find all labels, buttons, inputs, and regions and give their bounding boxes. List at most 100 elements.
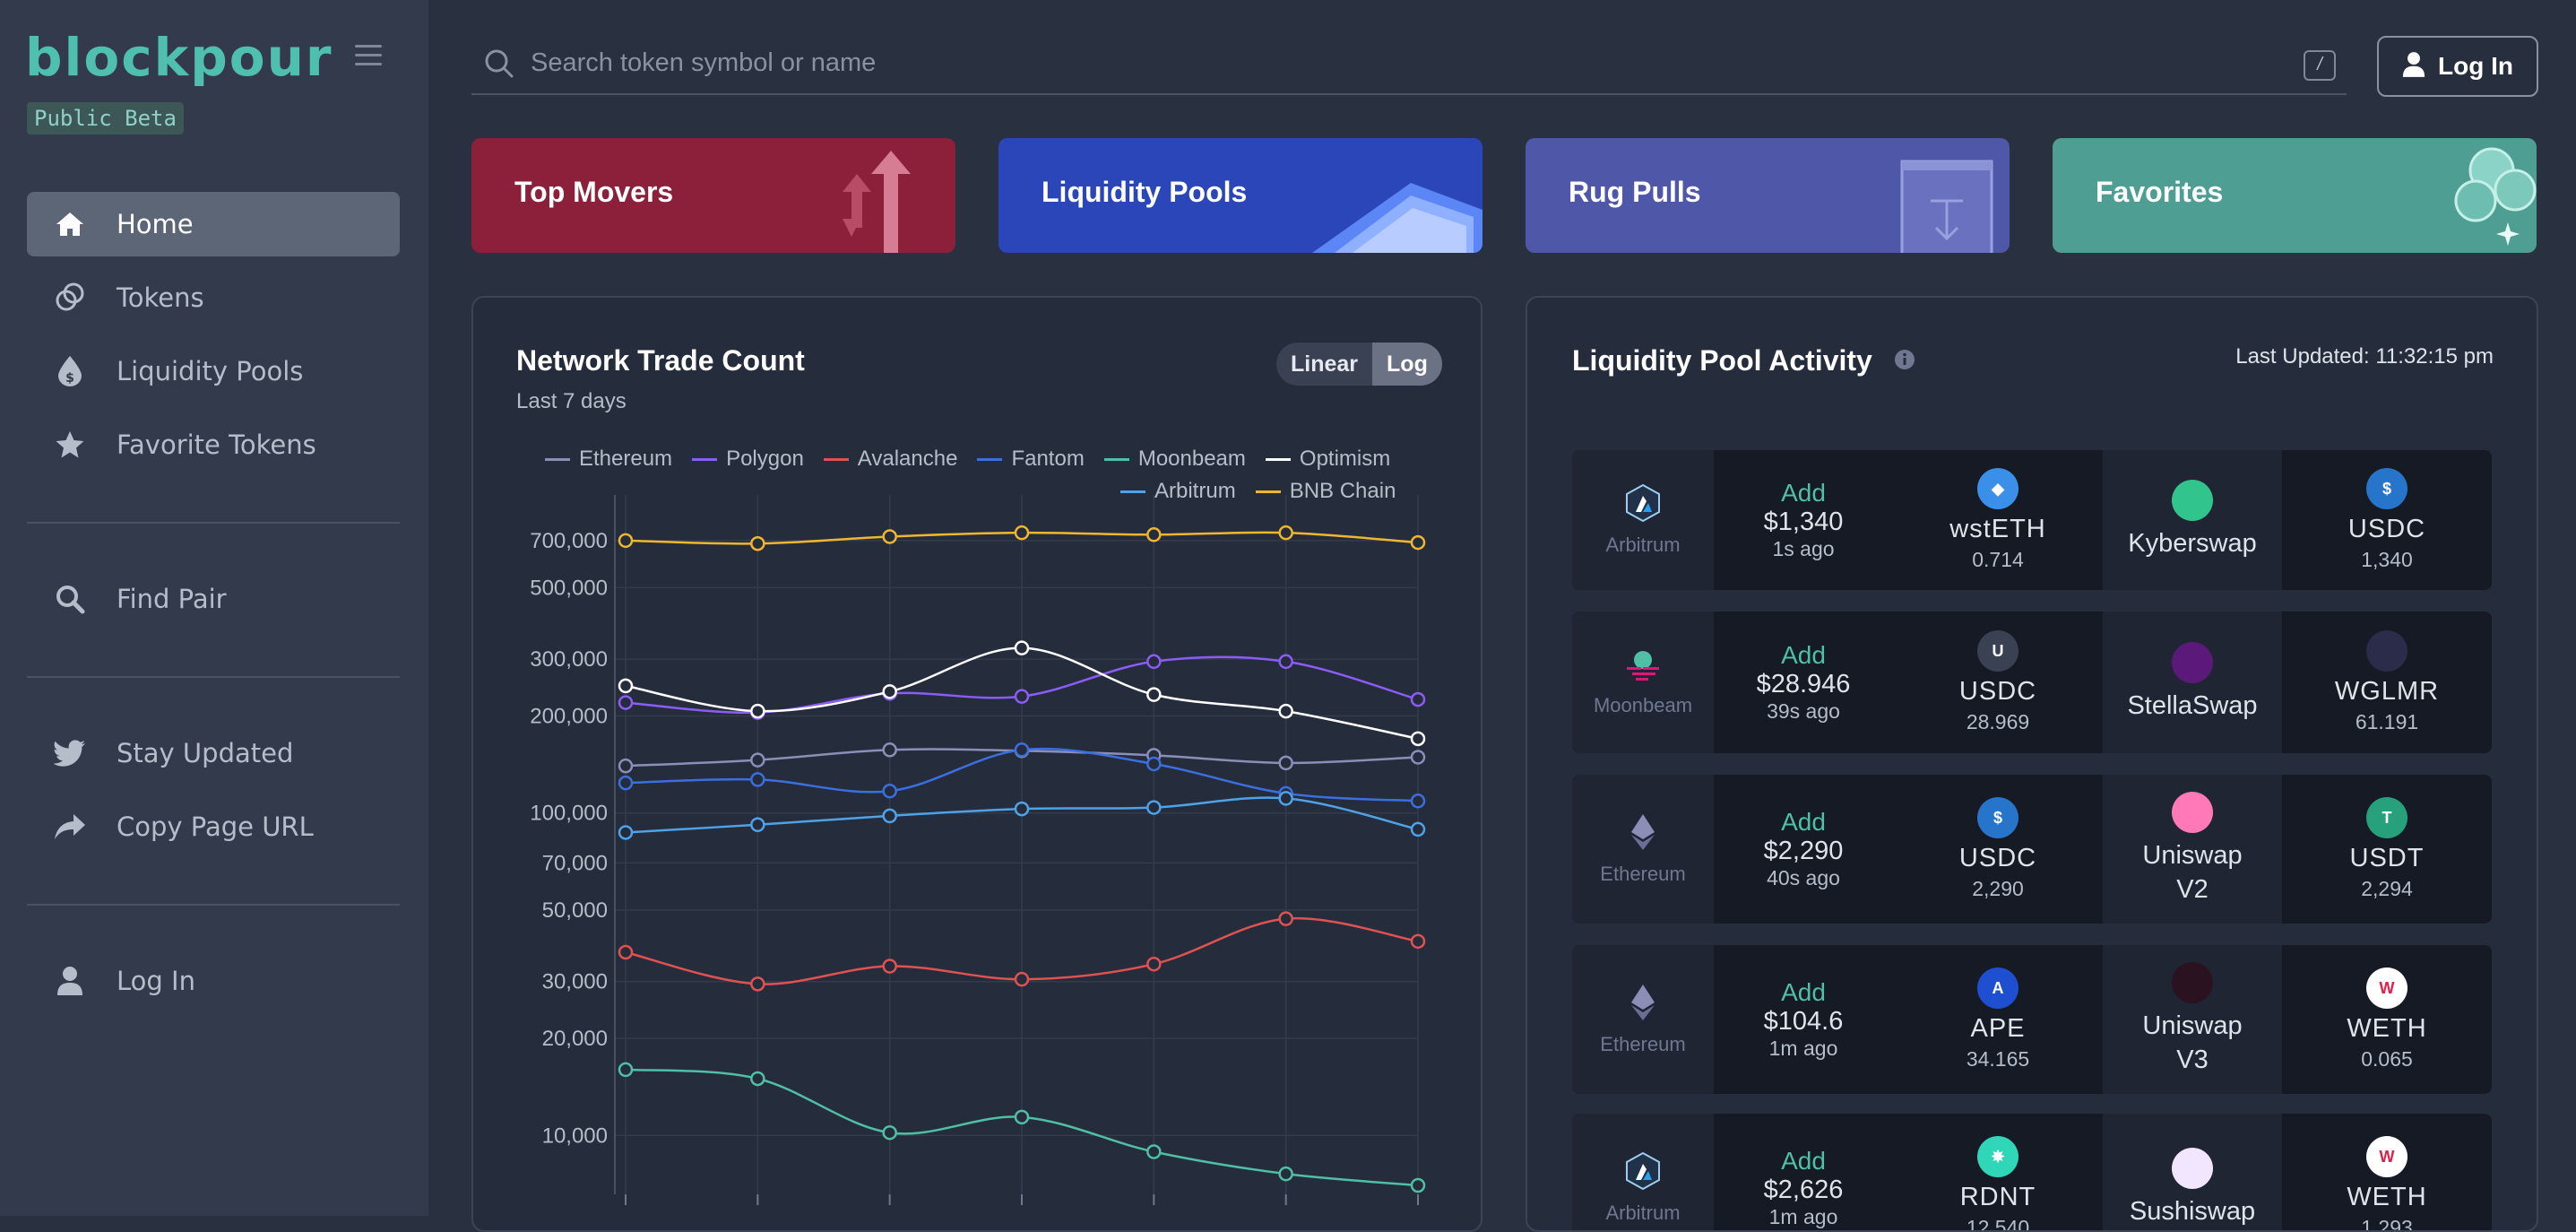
data-point (618, 533, 634, 549)
data-point (750, 772, 765, 787)
up-arrows-icon (843, 151, 911, 253)
activity-row[interactable]: Arbitrum Add $1,340 1s ago ◆ wstETH 0.714 Kyber… (1572, 450, 2492, 590)
legend-item[interactable]: Arbitrum (1120, 479, 1236, 504)
login-button[interactable]: Log In (2377, 36, 2538, 97)
sidebar-divider (27, 522, 400, 524)
dex-name: Kyberswap (2128, 529, 2257, 558)
legend-item[interactable]: Fantom (977, 447, 1085, 472)
data-point (1410, 821, 1426, 837)
data-point (618, 825, 634, 840)
panel-subtitle: Last 7 days (516, 389, 627, 413)
token-amount: 0.714 (1972, 548, 2024, 571)
data-point (1410, 750, 1426, 765)
brand-logo[interactable]: blockpour (25, 27, 333, 88)
twitter-icon (54, 737, 86, 769)
card-liquidity-pools[interactable]: Liquidity Pools (998, 138, 1482, 253)
token-symbol: USDC (2347, 515, 2426, 543)
menu-toggle-icon[interactable] (355, 45, 382, 66)
y-tick-label: 30,000 (542, 970, 608, 994)
dex-cell[interactable]: Kyberswap (2103, 450, 2282, 590)
trade-count-chart: 700,000 500,000 300,000 200,000 100,000 70,00… (530, 495, 1426, 1205)
data-point (1014, 525, 1030, 541)
token-b-cell[interactable]: WGLMR 61.191 (2282, 612, 2492, 753)
data-point (1014, 640, 1030, 655)
activity-row[interactable]: Moonbeam Add $28.946 39s ago U USDC 28.969 Stel… (1572, 612, 2492, 753)
token-b-cell[interactable]: W WETH 1.293 (2282, 1114, 2492, 1230)
chain-cell: Arbitrum (1572, 1114, 1714, 1230)
token-symbol: USDC (1958, 677, 2037, 706)
dex-icon (2172, 962, 2213, 1003)
sidebar-item-favorite-tokens[interactable]: Favorite Tokens (27, 412, 400, 477)
data-point (618, 944, 634, 960)
token-b-cell[interactable]: T USDT 2,294 (2282, 775, 2492, 924)
bubbles-icon (2454, 147, 2537, 246)
data-point (1014, 1109, 1030, 1125)
card-top-movers[interactable]: Top Movers (471, 138, 955, 253)
beta-badge: Public Beta (27, 102, 184, 134)
sidebar-item-copy-page-url[interactable]: Copy Page URL (27, 794, 400, 859)
info-icon[interactable] (1893, 348, 1916, 375)
legend-item[interactable]: Optimism (1265, 447, 1390, 472)
card-rug-pulls[interactable]: Rug Pulls (1526, 138, 2010, 253)
sidebar-item-find-pair[interactable]: Find Pair (27, 567, 400, 631)
legend-item[interactable]: Avalanche (823, 447, 957, 472)
data-point (1410, 534, 1426, 551)
chain-name: Ethereum (1600, 863, 1686, 885)
card-label: Top Movers (514, 176, 674, 208)
sidebar-item-log-in[interactable]: Log In (27, 949, 400, 1013)
activity-row[interactable]: Ethereum Add $104.6 1m ago A APE 34.165 Uniswap… (1572, 945, 2492, 1094)
data-point (1146, 687, 1162, 702)
sidebar-item-liquidity-pools[interactable]: $ Liquidity Pools (27, 339, 400, 403)
dex-name: Uniswap V2 (2142, 841, 2243, 904)
legend-item[interactable]: Moonbeam (1103, 447, 1246, 472)
activity-row[interactable]: Arbitrum Add $2,626 1m ago ✸ RDNT 12.540 Sushis… (1572, 1114, 2492, 1230)
chain-cell: Arbitrum (1572, 450, 1714, 590)
search-shortcut-key: / (2304, 50, 2336, 81)
data-point (1278, 911, 1293, 926)
token-a-cell[interactable]: ✸ RDNT 12.540 (1893, 1114, 2103, 1230)
scale-log-option[interactable]: Log (1372, 343, 1442, 386)
token-icon: ✸ (1977, 1136, 2018, 1177)
data-point (750, 817, 765, 832)
sidebar-item-home[interactable]: Home (27, 192, 400, 256)
sidebar-item-label: Find Pair (117, 584, 227, 614)
last-updated: Last Updated: 11:32:15 pm (2235, 344, 2494, 369)
legend-item[interactable]: Polygon (692, 447, 804, 472)
sidebar-item-label: Log In (117, 966, 195, 996)
data-point (1278, 525, 1293, 541)
token-a-cell[interactable]: $ USDC 2,290 (1893, 775, 2103, 924)
action-value: $1,340 (1763, 508, 1844, 536)
token-amount: 34.165 (1966, 1047, 2030, 1071)
data-point (1410, 1177, 1426, 1193)
token-a-cell[interactable]: ◆ wstETH 0.714 (1893, 450, 2103, 590)
search-input[interactable] (529, 39, 2235, 86)
token-icon (2366, 630, 2407, 672)
activity-row[interactable]: Ethereum Add $2,290 40s ago $ USDC 2,290 Uniswa… (1572, 775, 2492, 924)
data-point (618, 695, 634, 710)
chain-name: Arbitrum (1605, 534, 1681, 556)
token-symbol: wstETH (1949, 515, 2046, 543)
data-point (1014, 801, 1030, 817)
token-a-cell[interactable]: U USDC 28.969 (1893, 612, 2103, 753)
scale-linear-option[interactable]: Linear (1291, 351, 1359, 377)
sidebar-item-tokens[interactable]: Tokens (27, 265, 400, 330)
action-cell: Add $2,626 1m ago (1714, 1114, 1893, 1230)
search-bar[interactable]: / (471, 32, 2347, 95)
sidebar-item-stay-updated[interactable]: Stay Updated (27, 721, 400, 785)
dex-cell[interactable]: Uniswap V3 (2103, 945, 2282, 1094)
token-b-cell[interactable]: W WETH 0.065 (2282, 945, 2492, 1094)
action-cell: Add $1,340 1s ago (1714, 450, 1893, 590)
dex-cell[interactable]: Uniswap V2 (2103, 775, 2282, 924)
token-a-cell[interactable]: A APE 34.165 (1893, 945, 2103, 1094)
dex-cell[interactable]: StellaSwap (2103, 612, 2282, 753)
legend-item[interactable]: Ethereum (545, 447, 672, 472)
data-point (618, 1062, 634, 1078)
search-icon (54, 583, 86, 615)
action-type: Add (1781, 641, 1826, 669)
legend-item[interactable]: BNB Chain (1255, 479, 1396, 504)
action-type: Add (1781, 808, 1826, 836)
card-favorites[interactable]: Favorites (2053, 138, 2537, 253)
action-value: $2,290 (1763, 837, 1844, 865)
token-b-cell[interactable]: $ USDC 1,340 (2282, 450, 2492, 590)
dex-cell[interactable]: Sushiswap (2103, 1114, 2282, 1230)
